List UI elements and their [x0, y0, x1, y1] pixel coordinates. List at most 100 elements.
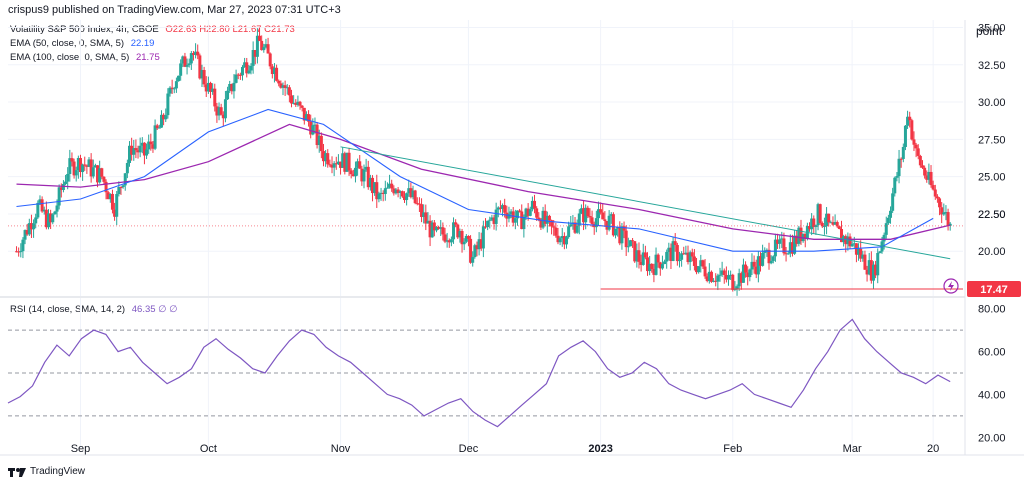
candle-body-up — [861, 254, 865, 259]
candle-body-down — [844, 236, 848, 245]
candle-body-up — [684, 252, 688, 254]
candle-body-up — [217, 107, 221, 116]
candle-body-down — [309, 121, 313, 135]
candle-body-down — [59, 187, 63, 190]
candle-body-up — [671, 241, 675, 261]
candle-body-up — [886, 217, 890, 224]
candle-body-down — [639, 261, 643, 265]
candle-body-down — [701, 260, 705, 267]
candle-body-up — [494, 209, 498, 224]
candle-body-up — [584, 207, 588, 223]
candle-body-up — [138, 145, 142, 153]
candle-body-down — [100, 168, 104, 177]
candle-body-up — [513, 218, 517, 223]
candle-body-down — [417, 203, 421, 205]
candle-body-up — [452, 222, 456, 240]
candle-body-down — [315, 124, 319, 146]
candle-body-down — [351, 174, 355, 177]
candle-body-up — [32, 223, 36, 230]
candle-body-down — [837, 226, 841, 229]
support-price-label: 17.47 — [980, 284, 1008, 296]
candle-body-up — [771, 256, 775, 261]
candle-body-up — [426, 220, 430, 224]
candle-body-down — [44, 209, 48, 228]
legend-symbol: Volatility S&P 500 Index, 4h, CBOE O22.6… — [10, 24, 295, 35]
legend-ema100-label: EMA (100, close, 0, SMA, 5) — [10, 52, 130, 63]
candle-body-down — [874, 264, 878, 276]
candle-body-down — [49, 213, 53, 223]
last-price-label: 22.50 — [978, 209, 1006, 221]
candle-body-down — [40, 199, 44, 212]
candle-body-up — [153, 125, 157, 149]
candle-body-down — [835, 222, 839, 227]
candle-body-up — [439, 227, 443, 229]
candle-body-up — [579, 208, 583, 214]
candle-body-up — [117, 187, 121, 195]
candle-body-up — [445, 240, 449, 242]
candle-body-up — [66, 173, 70, 182]
candle-body-down — [518, 210, 522, 212]
candle-body-down — [790, 242, 794, 254]
legend-ema100: EMA (100, close, 0, SMA, 5) 21.75 — [10, 52, 160, 63]
candle-body-down — [475, 245, 479, 250]
candle-body-up — [716, 275, 720, 282]
candle-body-down — [503, 205, 507, 213]
flash-icon-bolt — [948, 281, 954, 291]
candle-body-up — [64, 181, 68, 185]
candle-body-up — [91, 167, 95, 177]
candle-body-down — [511, 211, 515, 223]
candle-body-down — [573, 222, 577, 233]
candle-body-down — [466, 235, 470, 239]
candle-body-down — [776, 239, 780, 244]
candle-body-up — [889, 210, 893, 218]
candle-body-down — [191, 53, 195, 55]
candle-body-up — [324, 153, 328, 162]
candle-body-down — [603, 219, 607, 222]
candle-body-up — [458, 230, 462, 238]
candle-body-up — [373, 182, 377, 194]
candle-body-up — [462, 241, 466, 245]
candle-body-up — [473, 245, 477, 258]
candle-body-down — [537, 217, 541, 220]
candle-body-down — [215, 106, 219, 116]
time-tick-label: 2023 — [588, 443, 612, 455]
candle-body-up — [699, 260, 703, 267]
legend-ema50-label: EMA (50, close, 0, SMA, 5) — [10, 38, 125, 49]
candle-body-down — [358, 161, 362, 169]
candle-body-up — [232, 82, 236, 92]
candle-body-up — [948, 223, 952, 226]
candle-body-up — [332, 163, 336, 168]
candle-body-down — [183, 56, 187, 67]
candle-body-down — [646, 257, 650, 272]
candle-body-up — [166, 93, 170, 116]
candle-body-down — [543, 210, 547, 224]
candle-body-up — [255, 35, 259, 57]
candle-body-up — [761, 252, 765, 266]
candle-body-up — [336, 161, 340, 165]
candle-body-up — [174, 81, 178, 89]
candle-body-up — [575, 225, 579, 233]
time-tick-label: Nov — [331, 443, 351, 455]
candle-body-up — [272, 67, 276, 75]
candle-body-down — [375, 182, 379, 200]
candle-body-down — [321, 151, 325, 162]
candle-body-down — [498, 207, 502, 209]
candle-body-up — [707, 271, 711, 282]
candle-body-up — [609, 214, 613, 216]
candle-body-down — [72, 161, 76, 176]
candle-body-up — [53, 211, 57, 215]
candle-body-up — [524, 208, 528, 218]
candle-body-down — [652, 268, 656, 275]
candle-body-up — [34, 217, 38, 224]
candle-body-up — [93, 165, 97, 168]
candle-body-down — [437, 226, 441, 229]
candle-body-down — [277, 80, 281, 84]
candle-body-down — [705, 276, 709, 282]
candle-body-up — [663, 261, 667, 265]
candle-body-down — [839, 228, 843, 243]
candle-body-down — [443, 234, 447, 242]
candle-body-down — [142, 142, 146, 156]
candle-body-up — [942, 212, 946, 215]
candle-body-up — [411, 190, 415, 198]
